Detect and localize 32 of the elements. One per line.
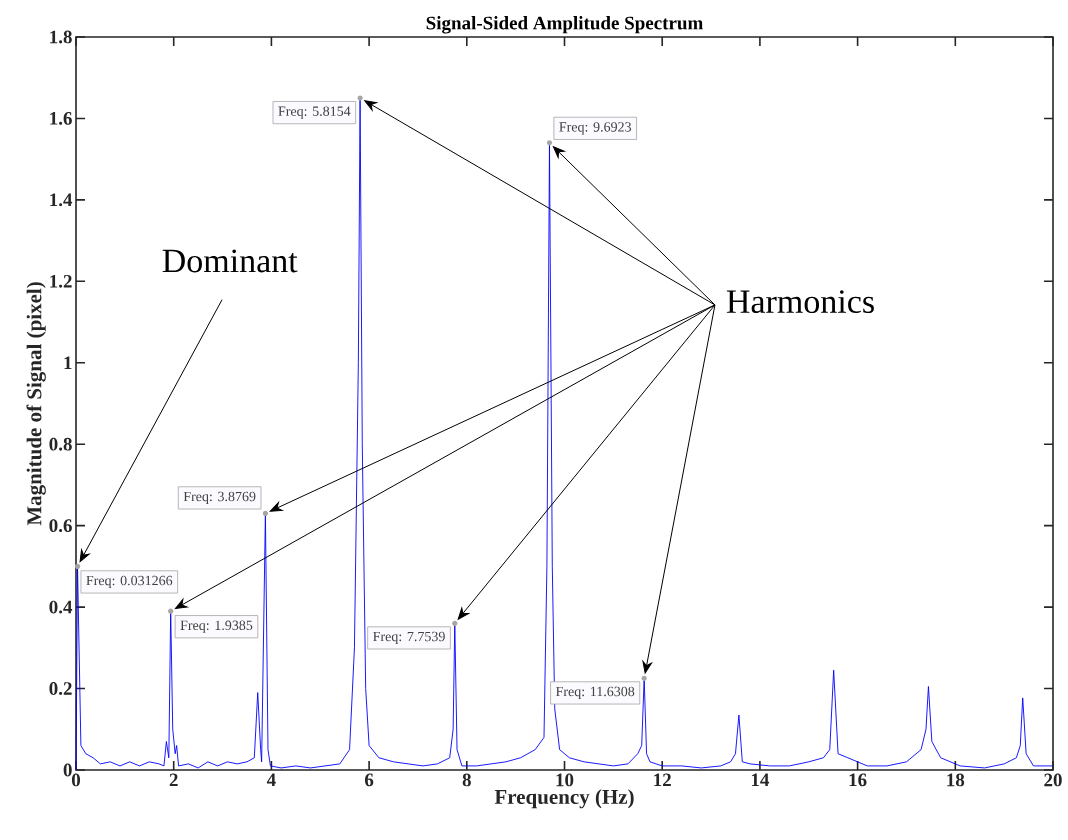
y-tick-label: 0.8 — [49, 437, 72, 451]
annotation: Freq: 11.6308 — [555, 686, 635, 700]
x-axis-title: Frequency (Hz) — [494, 789, 634, 809]
x-tick-label: 10 — [556, 773, 574, 787]
y-tick-label: 1.8 — [50, 30, 72, 44]
x-tick-label: 14 — [751, 773, 770, 787]
y-tick-label: 0.6 — [49, 519, 72, 533]
x-tick-label: 6 — [365, 773, 374, 787]
annotation: Freq: 1.9385 — [180, 620, 253, 633]
chart-title: Signal-Sided Amplitude Spectrum — [426, 16, 703, 34]
y-tick-label: 0 — [63, 763, 72, 777]
x-tick-label: 8 — [462, 773, 471, 787]
annotation: Freq: 5.8154 — [278, 106, 351, 119]
y-axis-title: Magnitude of Signal (pixel) — [26, 282, 46, 526]
annotation: Freq: 7.7539 — [373, 631, 445, 645]
x-tick-label: 12 — [654, 773, 671, 787]
y-tick-label: 0.2 — [49, 682, 72, 695]
x-tick-label: 2 — [169, 773, 178, 787]
y-tick-label: 1.4 — [50, 193, 73, 207]
x-tick-label: 20 — [1044, 773, 1062, 787]
annotation: Freq: 0.031266 — [86, 575, 173, 589]
annotation: Dominant — [162, 249, 298, 273]
y-tick-label: 1.6 — [50, 112, 72, 125]
y-tick-label: 0.4 — [49, 600, 73, 614]
annotation: Freq: 9.6923 — [559, 122, 632, 135]
annotation: Freq: 3.8769 — [183, 491, 256, 505]
x-tick-label: 16 — [849, 773, 867, 787]
x-tick-label: 4 — [266, 773, 276, 787]
x-tick-label: 18 — [947, 773, 965, 787]
y-tick-label: 1 — [64, 356, 72, 370]
y-tick-label: 1.2 — [50, 274, 72, 288]
annotation: Harmonics — [726, 290, 874, 314]
